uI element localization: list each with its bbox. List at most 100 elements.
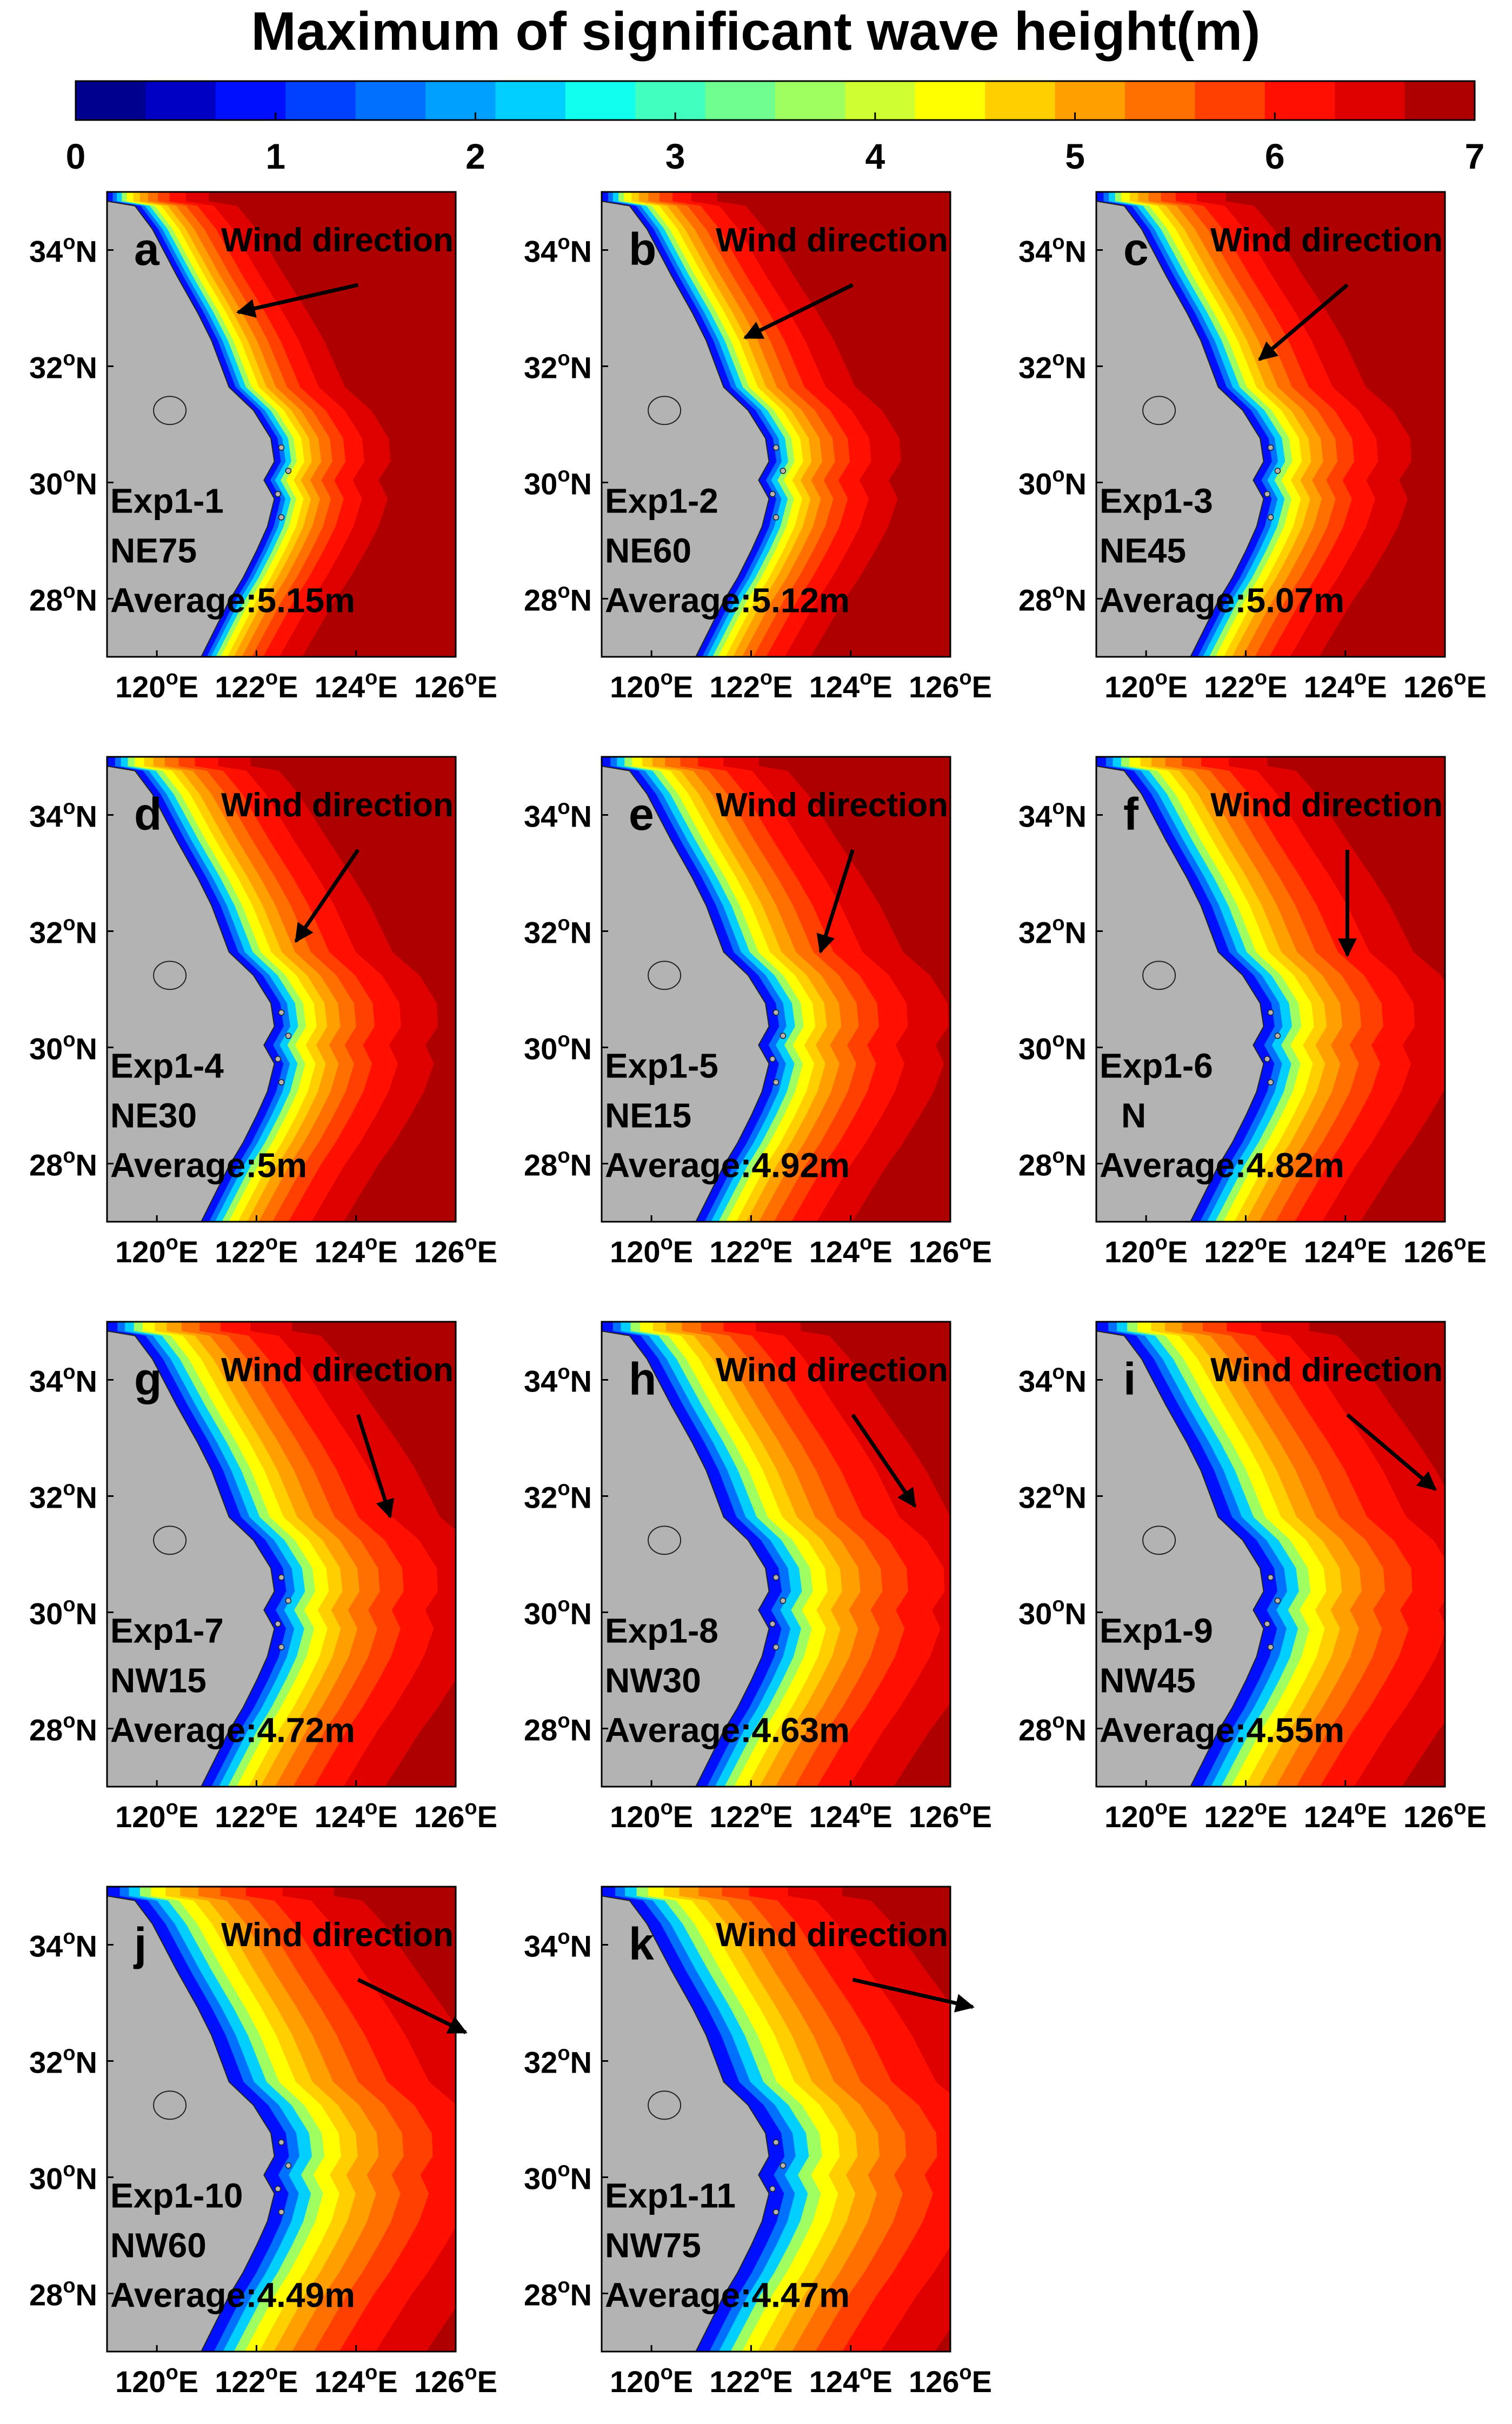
experiment-label: Exp1-3 bbox=[1100, 481, 1213, 520]
island bbox=[285, 2162, 292, 2169]
panel-frame bbox=[601, 191, 951, 658]
panel-letter: j bbox=[133, 1919, 146, 1969]
wind-direction-label: Wind direction bbox=[716, 1916, 948, 1954]
colorbar-tick-label: 0 bbox=[66, 136, 86, 176]
lon-tick-label: 124oE bbox=[809, 1231, 892, 1269]
direction-label: NE45 bbox=[1100, 531, 1186, 570]
lon-tick-label: 126oE bbox=[1403, 1231, 1487, 1269]
colorbar-swatch bbox=[355, 81, 426, 120]
lon-tick-label: 126oE bbox=[909, 1796, 992, 1834]
island bbox=[1274, 468, 1281, 474]
island bbox=[772, 514, 780, 521]
lat-tick-label: 28oN bbox=[524, 580, 592, 617]
lon-tick-label: 126oE bbox=[1403, 1796, 1487, 1834]
lon-tick-label: 122oE bbox=[215, 1796, 298, 1834]
lake-outline bbox=[1142, 961, 1176, 990]
experiment-label: Exp1-10 bbox=[110, 2176, 243, 2215]
average-label: Average:4.92m bbox=[605, 1146, 850, 1184]
lon-tick-label: 124oE bbox=[809, 667, 892, 704]
lat-tick-label: 32oN bbox=[524, 2042, 592, 2080]
panel-letter: g bbox=[134, 1354, 162, 1404]
lon-tick-label: 120oE bbox=[610, 1231, 693, 1269]
colorbar-tick-label: 5 bbox=[1065, 136, 1085, 176]
island bbox=[1267, 1574, 1274, 1581]
wind-direction-label: Wind direction bbox=[1210, 787, 1443, 824]
wind-arrow bbox=[294, 849, 360, 943]
experiment-label: Exp1-11 bbox=[605, 2176, 736, 2215]
panel-j: 34oN 32oN 30oN 28oN 120oE 122oE 124oE 126oE j Win… bbox=[29, 1886, 497, 2399]
island bbox=[769, 1056, 776, 1062]
lon-tick-label: 122oE bbox=[709, 1231, 792, 1269]
panel-f: 34oN 32oN 30oN 28oN 120oE 122oE 124oE 126oE f Win… bbox=[1018, 756, 1487, 1269]
land bbox=[1096, 757, 1264, 1222]
island bbox=[285, 468, 292, 474]
colorbar-swatch bbox=[775, 81, 845, 120]
colorbar-tick-label: 6 bbox=[1265, 136, 1285, 176]
panel-k: 34oN 32oN 30oN 28oN 120oE 122oE 124oE 126oE k Win… bbox=[524, 1886, 992, 2399]
lat-tick-label: 32oN bbox=[524, 348, 592, 385]
island bbox=[285, 1033, 292, 1039]
lon-tick-label: 124oE bbox=[809, 2361, 892, 2399]
lon-tick-label: 120oE bbox=[1104, 1796, 1188, 1834]
lat-tick-label: 32oN bbox=[1018, 348, 1087, 385]
lon-tick-label: 126oE bbox=[414, 2361, 497, 2399]
average-label: Average:5m bbox=[110, 1146, 307, 1184]
wind-arrow bbox=[816, 849, 855, 954]
lat-tick-label: 28oN bbox=[1018, 580, 1087, 617]
island bbox=[275, 2186, 281, 2192]
lat-tick-label: 32oN bbox=[1018, 913, 1087, 950]
colorbar-swatch bbox=[1404, 81, 1475, 120]
land bbox=[602, 1887, 770, 2352]
island bbox=[1264, 491, 1270, 497]
lat-tick-label: 30oN bbox=[29, 464, 97, 501]
lon-tick-label: 120oE bbox=[115, 1796, 198, 1834]
lon-tick-label: 126oE bbox=[1403, 667, 1487, 704]
island bbox=[780, 1033, 787, 1039]
lon-tick-label: 126oE bbox=[909, 2361, 992, 2399]
lat-tick-label: 28oN bbox=[29, 1145, 97, 1182]
lat-tick-label: 30oN bbox=[1018, 1029, 1087, 1066]
lon-tick-label: 126oE bbox=[414, 1796, 497, 1834]
lat-tick-label: 28oN bbox=[524, 1145, 592, 1182]
panel-frame bbox=[1095, 191, 1446, 658]
colorbar-swatch bbox=[845, 81, 916, 120]
colorbar-swatch bbox=[76, 81, 146, 120]
wind-direction-label: Wind direction bbox=[1210, 222, 1443, 259]
direction-label: NE75 bbox=[110, 531, 197, 570]
direction-label: N bbox=[1121, 1096, 1146, 1135]
island bbox=[278, 1009, 285, 1016]
lon-tick-label: 124oE bbox=[1304, 667, 1387, 704]
island bbox=[780, 1597, 787, 1604]
panel-h: 34oN 32oN 30oN 28oN 120oE 122oE 124oE 126oE h Win… bbox=[524, 1321, 992, 1834]
lat-tick-label: 28oN bbox=[1018, 1145, 1087, 1182]
panel-letter: f bbox=[1123, 789, 1139, 840]
colorbar-swatch bbox=[1055, 81, 1125, 120]
panel-b: 34oN 32oN 30oN 28oN 120oE 122oE 124oE 126oE b Win… bbox=[524, 191, 992, 704]
lon-tick-label: 120oE bbox=[1104, 1231, 1188, 1269]
figure-title: Maximum of significant wave height(m) bbox=[251, 1, 1261, 62]
island bbox=[1267, 444, 1274, 451]
land bbox=[107, 1322, 275, 1787]
direction-label: NE15 bbox=[605, 1096, 691, 1135]
colorbar-swatch bbox=[285, 81, 356, 120]
lon-tick-label: 122oE bbox=[709, 667, 792, 704]
lake-outline bbox=[648, 2090, 682, 2120]
panel-frame bbox=[601, 1321, 951, 1788]
average-label: Average:4.47m bbox=[605, 2275, 850, 2314]
lon-tick-label: 122oE bbox=[1204, 1231, 1287, 1269]
lon-tick-label: 122oE bbox=[709, 2361, 792, 2399]
island bbox=[1267, 1009, 1274, 1016]
lon-tick-label: 122oE bbox=[215, 1231, 298, 1269]
lon-tick-label: 124oE bbox=[1304, 1796, 1387, 1834]
lat-tick-label: 32oN bbox=[29, 1477, 97, 1515]
direction-label: NW75 bbox=[605, 2226, 701, 2265]
land bbox=[107, 192, 275, 657]
wind-arrow bbox=[743, 283, 854, 339]
island bbox=[780, 2162, 787, 2169]
colorbar-swatch bbox=[215, 81, 286, 120]
colorbar-tick-label: 2 bbox=[465, 136, 485, 176]
wind-arrow bbox=[356, 1414, 395, 1519]
lon-tick-label: 126oE bbox=[414, 667, 497, 704]
wind-arrow bbox=[236, 283, 359, 318]
